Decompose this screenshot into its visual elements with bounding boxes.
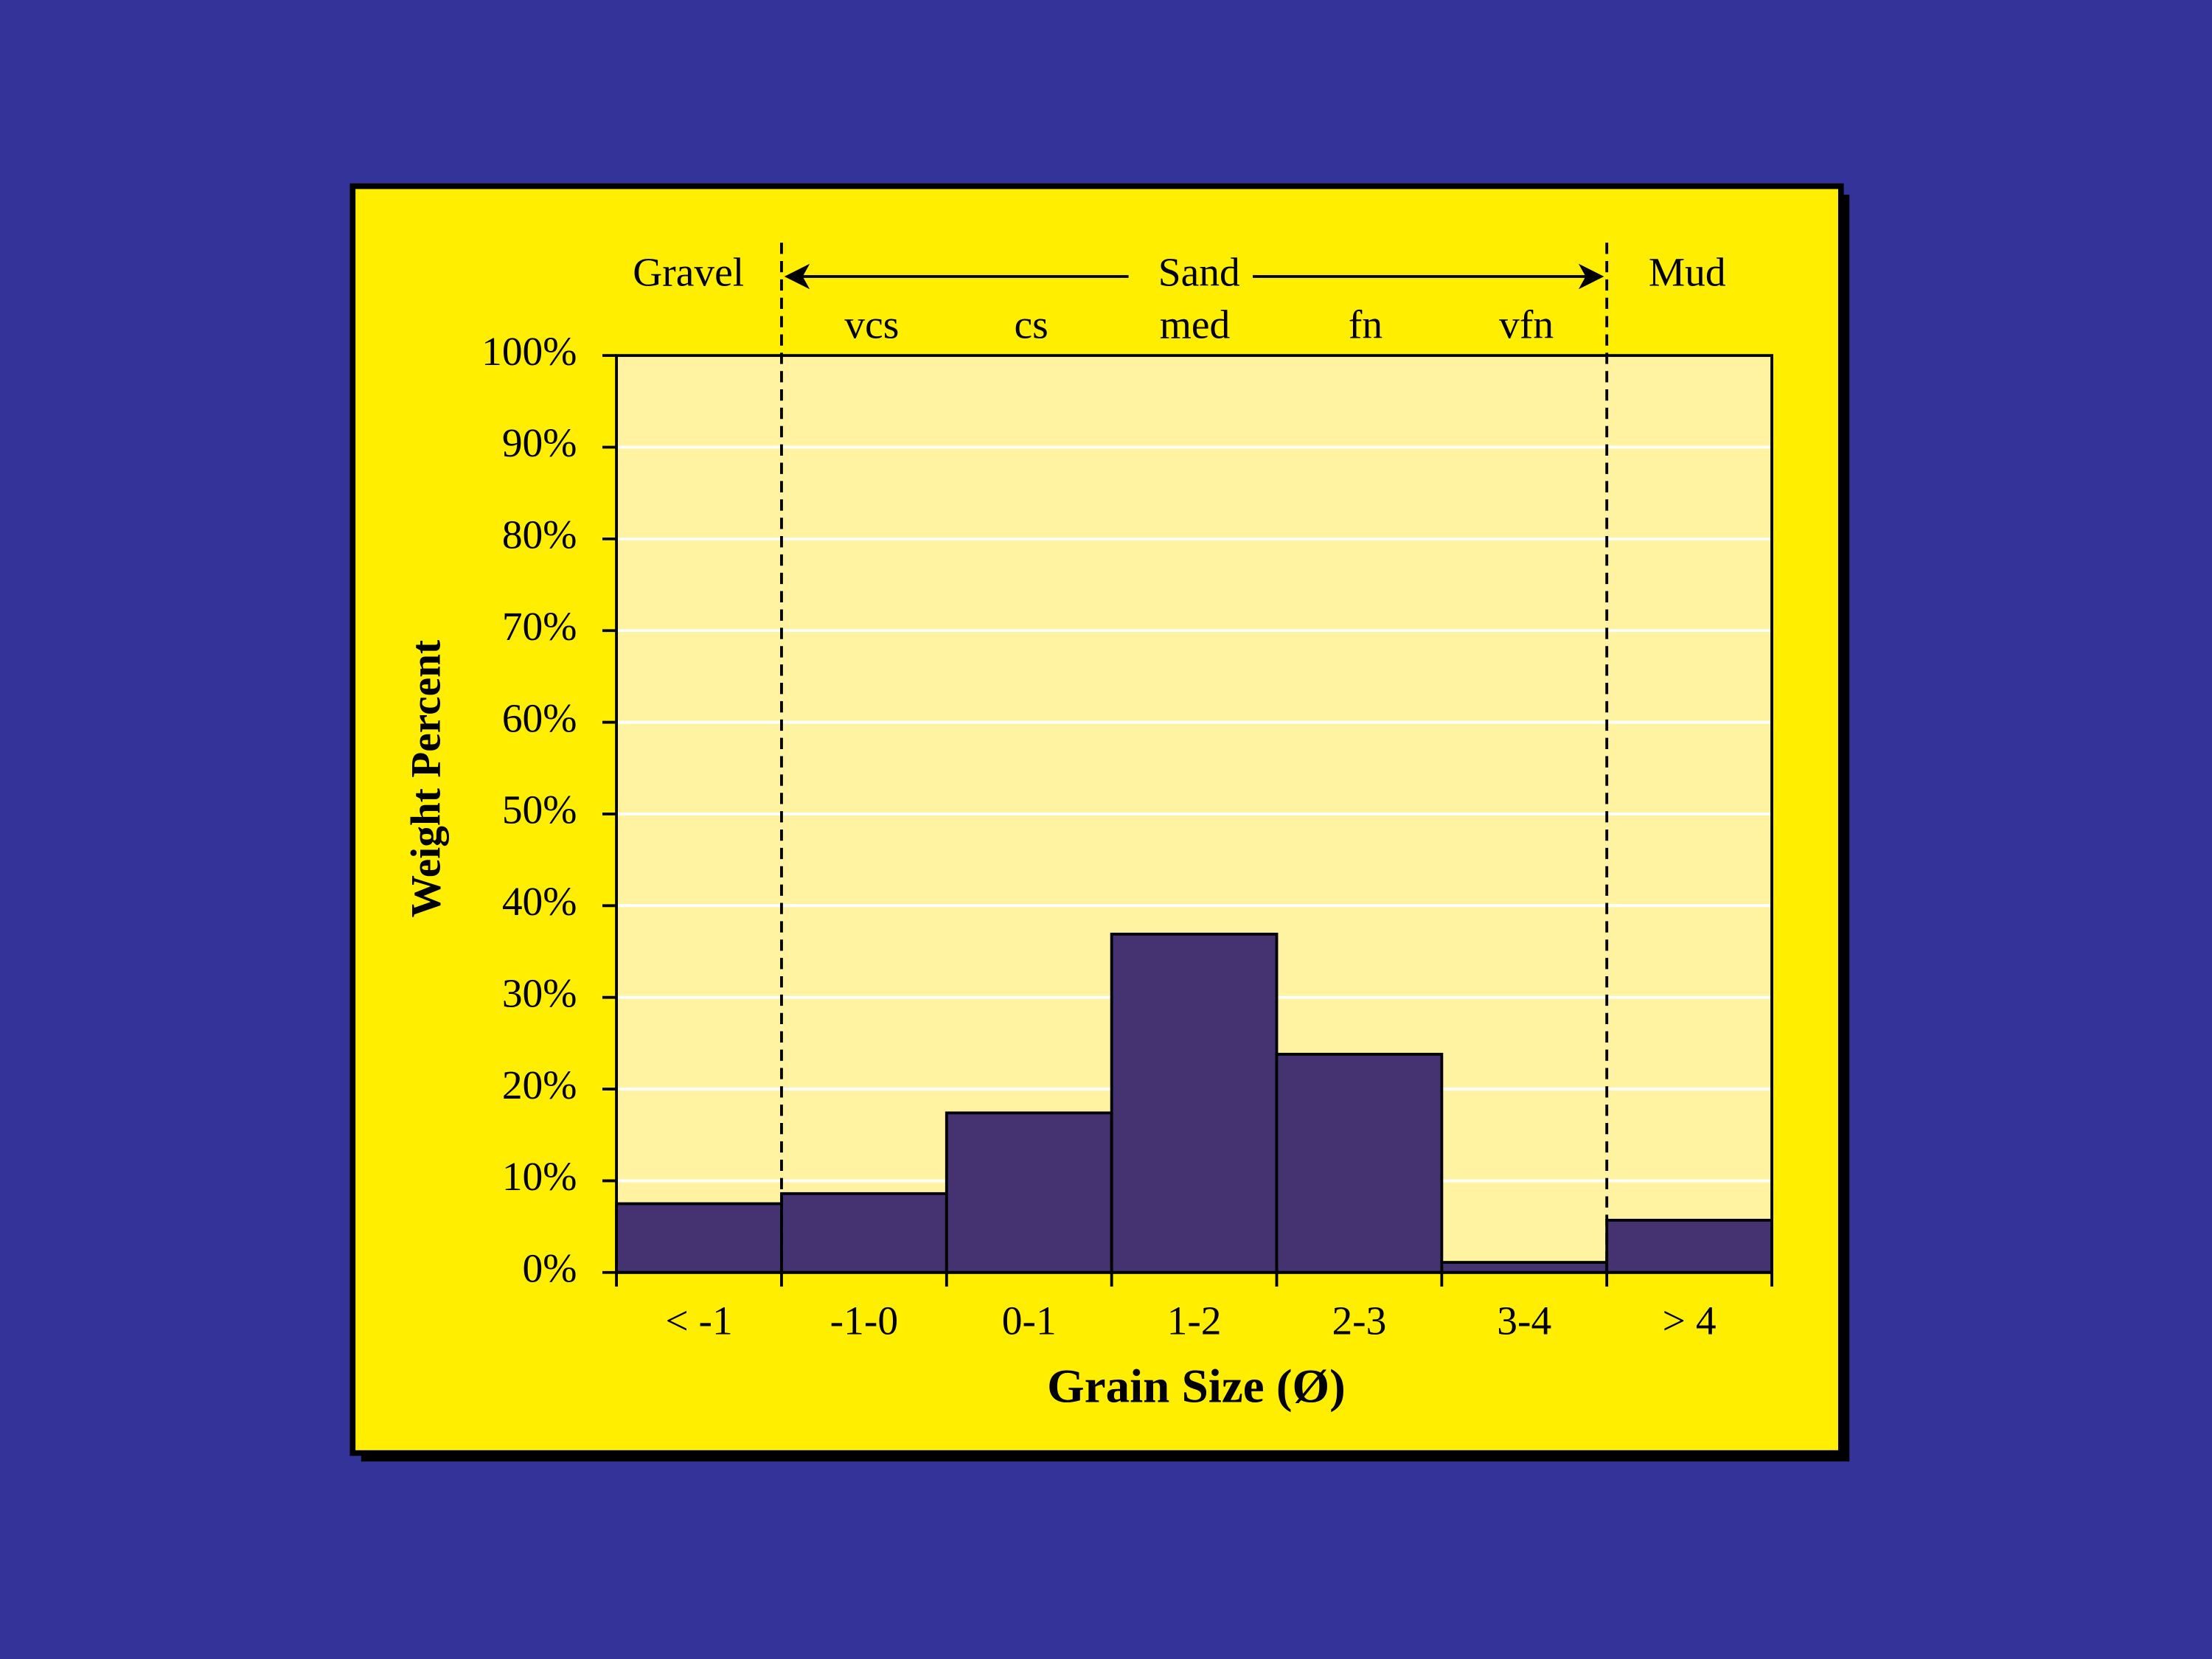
y-tick-label: 80% — [502, 513, 577, 558]
arrow-head — [1578, 263, 1604, 290]
group-label: Mud — [1649, 251, 1726, 296]
y-tick-label: 40% — [502, 880, 577, 925]
bar — [1110, 932, 1279, 1274]
class-label: cs — [1014, 303, 1048, 348]
y-axis-label: Weight Percent — [403, 640, 450, 918]
bars — [615, 932, 1773, 1274]
class-label: med — [1160, 303, 1231, 348]
x-axis-label: Grain Size (Ø) — [1047, 1360, 1346, 1413]
group-label: Sand — [1158, 251, 1240, 296]
y-tick-label: 0% — [523, 1246, 577, 1291]
class-label: fn — [1349, 303, 1382, 348]
bar — [1275, 1052, 1444, 1274]
x-tick-label: -1-0 — [830, 1298, 898, 1343]
y-tick-label: 100% — [481, 330, 577, 375]
class-label: vfn — [1499, 303, 1554, 348]
y-tick-label: 50% — [502, 788, 577, 833]
y-tick-label: 30% — [502, 971, 577, 1016]
y-tick-label: 10% — [502, 1155, 577, 1200]
class-label: vcs — [844, 303, 899, 348]
x-tick-label: > 4 — [1663, 1298, 1717, 1343]
x-tick-label: 3-4 — [1497, 1298, 1551, 1343]
x-tick-label: < -1 — [665, 1298, 732, 1343]
x-tick-label: 0-1 — [1002, 1298, 1057, 1343]
bar — [945, 1111, 1113, 1274]
y-tick-label: 20% — [502, 1063, 577, 1108]
bar — [1605, 1218, 1773, 1274]
bar — [615, 1202, 783, 1274]
bar — [780, 1192, 948, 1274]
y-tick-label: 90% — [502, 421, 577, 466]
arrow-head — [784, 263, 810, 290]
group-label: Gravel — [633, 251, 744, 296]
bar — [1440, 1261, 1609, 1274]
y-tick-label: 70% — [502, 605, 577, 650]
y-tick-label: 60% — [502, 696, 577, 741]
x-tick-label: 2-3 — [1332, 1298, 1386, 1343]
x-tick-label: 1-2 — [1167, 1298, 1222, 1343]
